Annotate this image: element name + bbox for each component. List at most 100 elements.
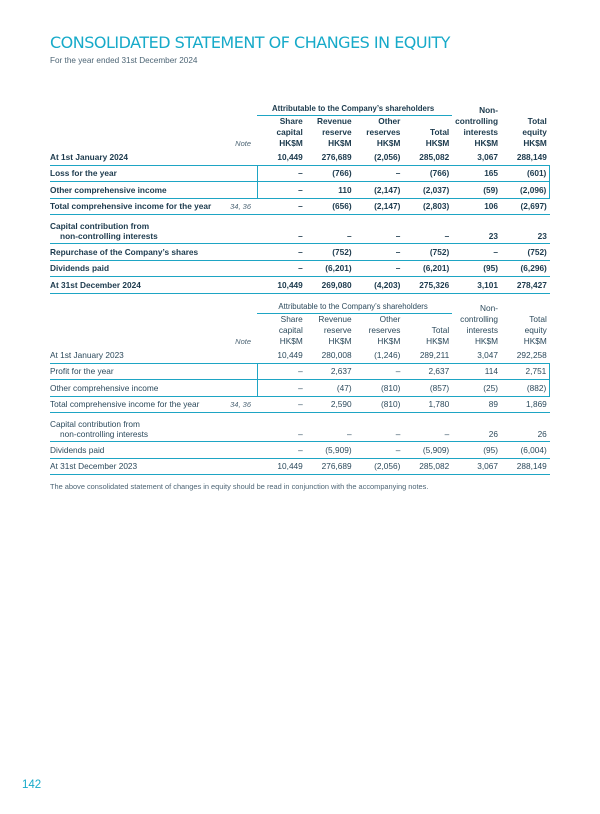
cell-value: (5,909) — [403, 441, 453, 459]
cell-value: 292,258 — [501, 347, 550, 364]
cell-value: – — [403, 214, 453, 244]
row-note — [223, 276, 257, 294]
cell-value: 285,082 — [403, 149, 453, 166]
cell-value: (752) — [501, 243, 550, 261]
cell-value: (810) — [354, 396, 404, 413]
cell-value: (2,697) — [501, 198, 550, 215]
table-row: Total comprehensive income for the year 3… — [50, 198, 550, 215]
cell-value: – — [257, 214, 306, 244]
row-note: 34, 36 — [223, 198, 257, 215]
row-label: At 31st December 2024 — [50, 276, 223, 294]
table-row: At 1st January 2023 10,449 280,008 (1,246) 2… — [50, 347, 550, 364]
row-label: Repurchase of the Company’s shares — [50, 243, 223, 261]
share-capital-header: Share capital HK$M — [276, 116, 303, 148]
cell-value: (1,246) — [354, 347, 404, 364]
row-note — [223, 458, 257, 475]
cell-value: (95) — [452, 260, 502, 277]
row-label: At 31st December 2023 — [50, 458, 223, 475]
total-equity-header: Total equity HK$M — [522, 116, 547, 148]
cell-value: (59) — [452, 181, 502, 199]
cell-value: (4,203) — [354, 276, 404, 294]
row-label: Other comprehensive income — [50, 379, 223, 397]
cell-value: – — [354, 165, 404, 182]
table-row: Profit for the year –2,637–2,637 114 2,751 — [50, 363, 551, 380]
table-row: Dividends paid – (5,909) – (5,909) (95) (6,004… — [50, 441, 550, 459]
row-note: 34, 36 — [223, 396, 257, 413]
row-note — [223, 260, 257, 277]
row-label: At 1st January 2023 — [50, 347, 223, 364]
cell-value: – — [354, 363, 404, 380]
share-capital-header: Share capital HK$M — [278, 314, 303, 346]
cell-value: – — [257, 243, 306, 261]
row-note — [223, 214, 257, 244]
table-row: At 31st December 2024 10,449 269,080 (4,203… — [50, 276, 550, 294]
cell-value: (2,056) — [354, 149, 404, 166]
cell-value: – — [257, 396, 306, 413]
attributable-header: Attributable to the Company’s shareholde… — [257, 302, 453, 314]
cell-value: (656) — [305, 198, 355, 215]
cell-value: 289,211 — [403, 347, 453, 364]
cell-value: 23 — [501, 214, 550, 244]
nci-header: Non-controlling interests HK$M — [460, 303, 498, 346]
cell-value: (2,096) — [501, 181, 551, 199]
cell-value: 288,149 — [501, 149, 550, 166]
row-note — [223, 379, 257, 397]
other-reserves-header: Other reserves HK$M — [368, 314, 401, 346]
table-row: Capital contribution from non-controlling… — [50, 412, 550, 442]
cell-value: (6,201) — [403, 260, 453, 277]
cell-value: – — [257, 198, 306, 215]
cell-value: (601) — [501, 165, 551, 182]
page-title: CONSOLIDATED STATEMENT OF CHANGES IN EQU… — [50, 33, 450, 52]
table-row: Capital contribution from non-controlling… — [50, 214, 550, 244]
cell-value: (25) — [452, 379, 501, 397]
cell-value: (882) — [501, 379, 551, 397]
cell-value: 165 — [452, 165, 502, 182]
cell-value: – — [256, 181, 306, 199]
cell-value: 3,101 — [452, 276, 502, 294]
cell-value: 269,080 — [305, 276, 355, 294]
cell-value: 10,449 — [257, 347, 306, 364]
cell-value: 288,149 — [501, 458, 550, 475]
row-label: Dividends paid — [50, 441, 223, 459]
cell-value: (752) — [403, 243, 453, 261]
cell-value: 106 — [452, 198, 502, 215]
table-row: Other comprehensive income – (47) (810) (857… — [50, 379, 551, 397]
revenue-reserve-header: Revenue reserve HK$M — [317, 116, 352, 148]
row-label: At 1st January 2024 — [50, 149, 223, 166]
table-row: Repurchase of the Company’s shares – (752)… — [50, 243, 550, 261]
row-note — [223, 181, 257, 199]
revenue-reserve-header: Revenue reserve HK$M — [318, 314, 352, 346]
row-note — [223, 441, 257, 459]
row-note — [223, 363, 257, 380]
row-note — [223, 165, 257, 182]
equity-table-2024: Attributable to the Company’s shareholde… — [50, 104, 551, 294]
cell-value: – — [256, 165, 306, 182]
cell-value: (810) — [354, 379, 404, 397]
cell-value: 114 — [452, 363, 501, 380]
cell-value: – — [305, 214, 355, 244]
row-label: Dividends paid — [50, 260, 223, 277]
cell-value: 275,326 — [403, 276, 453, 294]
row-label: Capital contribution from non-controlling… — [50, 412, 223, 442]
cell-value: – — [354, 243, 404, 261]
nci-header: Non-controlling interests HK$M — [455, 105, 499, 148]
cell-value: (95) — [452, 441, 501, 459]
cell-value: 10,449 — [257, 276, 306, 294]
cell-value: – — [354, 260, 404, 277]
cell-value: (2,037) — [403, 181, 453, 199]
cell-value: (752) — [305, 243, 355, 261]
cell-value: (766) — [403, 165, 453, 182]
cell-value: 10,449 — [257, 149, 306, 166]
cell-value: (857) — [403, 379, 453, 397]
cell-value: 3,067 — [452, 458, 501, 475]
table-row: At 1st January 2024 10,449 276,689 (2,056) 2… — [50, 149, 550, 166]
cell-value: – — [305, 412, 355, 442]
cell-value: 89 — [452, 396, 501, 413]
cell-value: 23 — [452, 214, 502, 244]
cell-value: (6,004) — [501, 441, 550, 459]
cell-value: 1,780 — [403, 396, 453, 413]
table-row: Loss for the year – (766) – (766) 165 (601) — [50, 165, 551, 182]
cell-value: – — [257, 412, 306, 442]
row-label: Total comprehensive income for the year — [50, 198, 223, 215]
total-equity-header: Total equity HK$M — [523, 314, 547, 346]
